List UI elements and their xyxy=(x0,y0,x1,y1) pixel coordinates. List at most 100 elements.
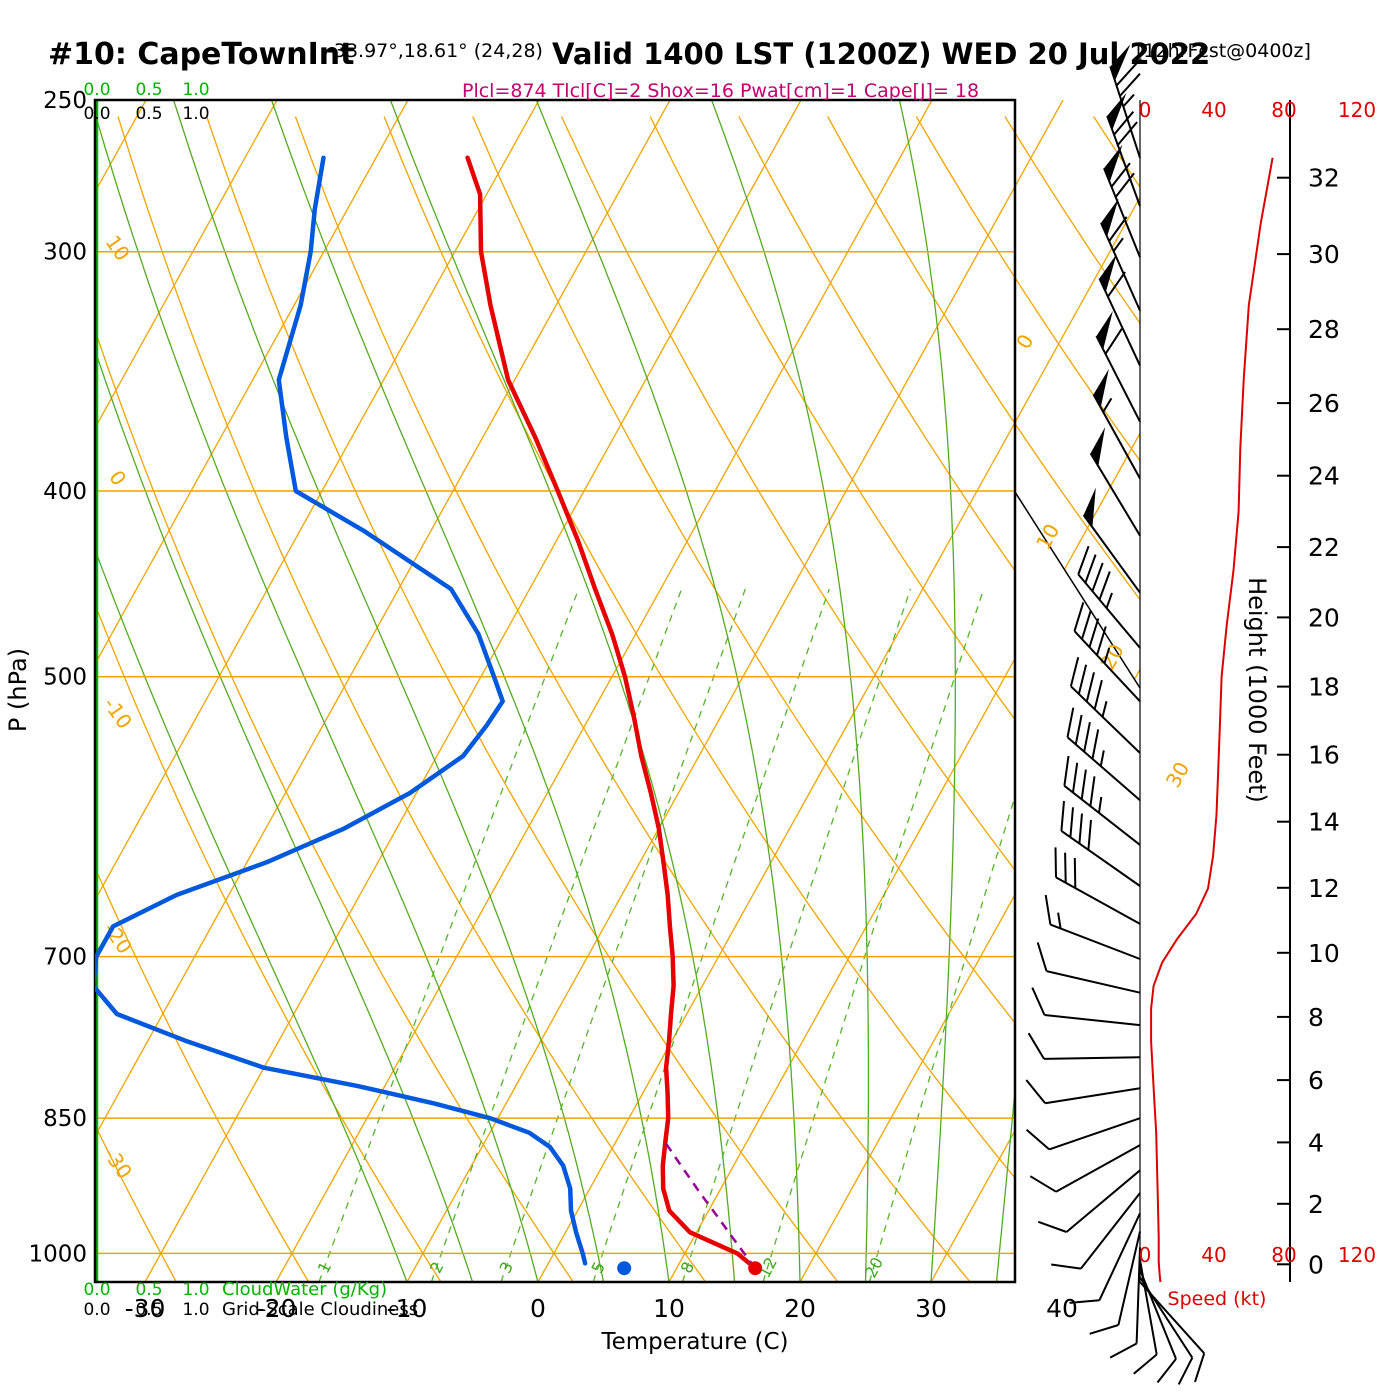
barb-full xyxy=(1119,73,1141,97)
barb-staff xyxy=(1098,278,1141,367)
wind-barb xyxy=(1098,254,1141,367)
cloudwater-tick-bottom: 0.5 xyxy=(135,1280,162,1300)
moist-adiabat-line xyxy=(995,1083,1015,1282)
temperature-tick-label: 0 xyxy=(530,1294,546,1323)
barb-full xyxy=(1025,1079,1046,1104)
barb-full xyxy=(1194,1352,1206,1383)
barb-full xyxy=(1115,62,1138,87)
dry-adiabat-line xyxy=(95,116,442,1282)
cloudiness-tick-top: 0.5 xyxy=(135,104,162,124)
pressure-tick-label: 850 xyxy=(43,1106,87,1132)
barb-full xyxy=(1037,1220,1067,1233)
barb-full xyxy=(1031,987,1046,1016)
moist-adiabat-line xyxy=(95,348,474,1282)
barb-staff xyxy=(1045,1087,1141,1105)
pressure-tick-label: 300 xyxy=(43,240,87,266)
wind-barb xyxy=(1109,1247,1141,1359)
surface-temperature-dot xyxy=(748,1261,763,1276)
barb-full xyxy=(1073,857,1077,889)
barb-full xyxy=(1113,111,1135,136)
dry-adiabat-line xyxy=(827,116,1140,1282)
barb-full xyxy=(1108,216,1128,242)
wind-barb xyxy=(1069,656,1141,754)
barb-staff xyxy=(1106,115,1141,207)
speed-tick-label-bottom: 80 xyxy=(1271,1243,1296,1267)
wind-barb xyxy=(1025,1079,1141,1105)
pressure-tick-label: 500 xyxy=(43,665,87,691)
height-tick-label: 12 xyxy=(1308,874,1340,903)
speed-tick-label-bottom: 40 xyxy=(1201,1243,1226,1267)
wind-barb xyxy=(1100,198,1141,312)
moist-adiabat-lines xyxy=(95,100,1015,1282)
speed-tick-label-bottom: 120 xyxy=(1338,1243,1376,1267)
temperature-tick-label: 40 xyxy=(1046,1294,1078,1323)
wind-barb xyxy=(1025,1117,1141,1151)
barb-flag xyxy=(1090,427,1106,467)
valid-time: Valid 1400 LST (1200Z) WED 20 Jul 2022 xyxy=(552,37,1210,71)
barb-full xyxy=(1069,807,1074,838)
dry-adiabat-lines xyxy=(95,116,1140,1282)
barb-half xyxy=(1122,93,1135,108)
barb-staff xyxy=(1098,1212,1141,1301)
barb-flag xyxy=(1096,311,1113,350)
cloudwater-tick-top: 0.5 xyxy=(135,80,162,100)
wind-panel xyxy=(1025,44,1274,1385)
barb-staff xyxy=(1139,1281,1205,1354)
barb-staff xyxy=(1100,222,1141,312)
station-title: #10: CapeTownInt xyxy=(48,37,354,72)
cloudwater-tick-bottom: 1.0 xyxy=(182,1280,209,1300)
pressure-tick-label: 400 xyxy=(43,479,87,505)
temperature-curve xyxy=(465,155,758,1271)
barb-full xyxy=(1089,776,1096,807)
wind-barb xyxy=(1089,427,1141,537)
cloudwater-tick-top: 0.0 xyxy=(83,80,110,100)
barb-half xyxy=(1099,750,1105,767)
cloudiness-tick-top: 1.0 xyxy=(182,104,209,124)
barb-full xyxy=(1081,610,1092,640)
barb-full xyxy=(1117,121,1138,146)
speed-tick-label-top: 120 xyxy=(1338,98,1376,122)
barb-full xyxy=(1051,1263,1082,1270)
pressure-tick-label: 250 xyxy=(43,88,87,114)
barb-full xyxy=(1063,755,1070,786)
cloudiness-tick-bottom: 0.5 xyxy=(135,1300,162,1320)
pressure-tick-label: 700 xyxy=(43,945,87,971)
barb-staff xyxy=(1043,1056,1141,1060)
barb-flag xyxy=(1107,92,1127,130)
height-tick-label: 16 xyxy=(1308,741,1340,770)
plot-frame xyxy=(93,98,1017,1284)
dry-adiabat-line xyxy=(95,116,310,1282)
barb-flag xyxy=(1083,487,1096,528)
barb-full xyxy=(1077,545,1090,575)
height-tick-label: 4 xyxy=(1308,1128,1324,1157)
barb-full xyxy=(1110,162,1131,188)
temperature-tick-label: 10 xyxy=(653,1294,685,1323)
wind-barb xyxy=(1060,800,1141,887)
barb-staff xyxy=(1080,1192,1141,1270)
cloudwater-tick-bottom: 0.0 xyxy=(83,1280,110,1300)
barb-staff xyxy=(1103,167,1141,258)
height-tick-label: 8 xyxy=(1308,1003,1324,1032)
isotherm-line xyxy=(95,100,409,1282)
wind-barb xyxy=(1139,1281,1206,1383)
barb-full xyxy=(1114,172,1135,198)
wind-barb xyxy=(1082,487,1141,594)
station-coords: -33.97°,18.61° (24,28) xyxy=(327,40,543,62)
barb-staff xyxy=(1095,335,1141,423)
wind-barb xyxy=(1054,847,1141,925)
barb-flag xyxy=(1104,144,1123,183)
height-tick-label: 2 xyxy=(1308,1190,1324,1219)
height-tick-label: 24 xyxy=(1308,462,1340,491)
speed-tick-label-top: 80 xyxy=(1271,98,1296,122)
temperature-tick-label: -10 xyxy=(387,1294,428,1323)
barb-half xyxy=(1105,592,1113,609)
barb-full xyxy=(1083,722,1091,752)
barb-full xyxy=(1133,1353,1158,1375)
barb-half xyxy=(1101,701,1108,718)
moist-adiabat-line xyxy=(389,100,736,1282)
wind-barb xyxy=(1037,1169,1141,1233)
barb-full xyxy=(1109,1342,1138,1359)
